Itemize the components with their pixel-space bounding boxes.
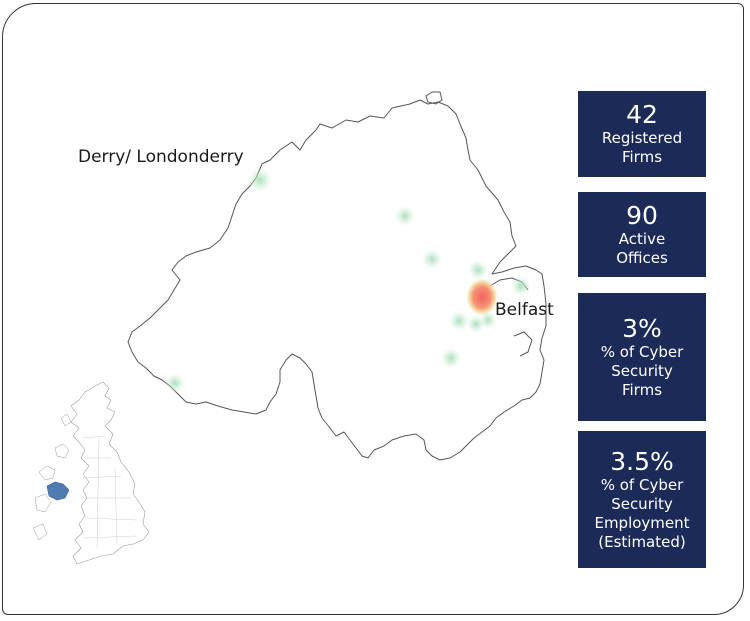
stat-label-line: Security xyxy=(611,361,673,380)
stat-label-line: Registered xyxy=(601,129,683,147)
stat-label-line: Firms xyxy=(621,380,663,399)
northern-ireland-highlight xyxy=(46,481,70,501)
stat-value: 90 xyxy=(626,200,658,230)
stat-card-active-offices: 90 Active Offices xyxy=(578,192,706,277)
stat-card-cyber-firms-share: 3% % of Cyber Security Firms xyxy=(578,293,706,421)
stat-card-registered-firms: 42 Registered Firms xyxy=(578,91,706,177)
heat-point xyxy=(395,206,415,226)
stat-value: 3.5% xyxy=(610,446,674,476)
great-britain-outline xyxy=(70,381,150,565)
heat-point-derry xyxy=(248,168,272,192)
stat-value: 3% xyxy=(622,313,662,343)
stat-label-line: % of Cyber xyxy=(600,342,684,361)
stat-label-line: % of Cyber xyxy=(600,475,684,494)
city-label-belfast: Belfast xyxy=(495,300,554,320)
strangford-outline xyxy=(513,331,533,357)
stat-label-line: Active xyxy=(618,229,666,248)
stat-label-line: Offices xyxy=(616,248,668,267)
heat-point xyxy=(441,348,461,368)
uk-inset-map xyxy=(32,381,150,565)
heat-point-belfast xyxy=(466,278,498,316)
stat-value: 42 xyxy=(626,100,658,129)
stat-card-cyber-employment-share: 3.5% % of Cyber Security Employment (Est… xyxy=(578,431,706,568)
heatmap-layer xyxy=(165,168,531,393)
heat-point xyxy=(468,260,488,280)
stat-label-line: Security xyxy=(611,494,673,513)
city-label-derry: Derry/ Londonderry xyxy=(78,147,244,167)
island-outline xyxy=(425,91,443,105)
region-outline xyxy=(127,99,547,461)
stat-label-line: Employment xyxy=(594,513,690,532)
stat-label-line: (Estimated) xyxy=(598,532,686,551)
stat-label-line: Firms xyxy=(621,148,663,166)
heat-point xyxy=(449,311,469,331)
heat-point xyxy=(511,276,531,296)
heat-point xyxy=(422,249,442,269)
heat-point xyxy=(165,373,185,393)
